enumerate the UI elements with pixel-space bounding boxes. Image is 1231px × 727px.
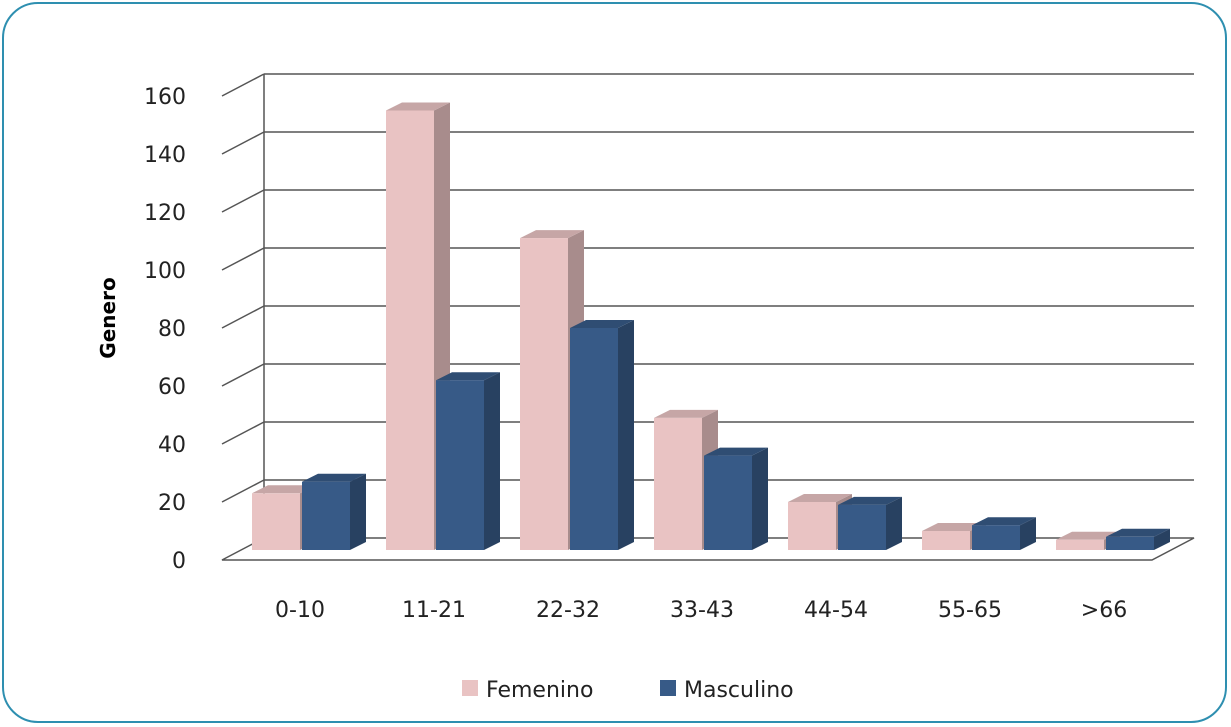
gridline-wall — [221, 421, 265, 445]
x-tick-label: 33-43 — [670, 598, 734, 623]
bar-side — [886, 496, 902, 550]
bar-top — [520, 230, 584, 239]
legend-swatch-masculino — [660, 680, 676, 696]
bar-front — [570, 328, 618, 550]
bar-top — [1106, 528, 1170, 537]
bar-top — [922, 523, 986, 531]
x-tick-label: 44-54 — [804, 598, 868, 623]
bar-masculino-22-32 — [570, 320, 634, 550]
bar-side — [618, 320, 634, 550]
x-tick-label: 22-32 — [536, 598, 600, 623]
bar-top — [1056, 531, 1120, 540]
bar-side — [350, 473, 366, 550]
bar-side — [484, 372, 500, 550]
x-tick-label: 55-65 — [938, 598, 1002, 623]
bar-masculino-11-21 — [436, 372, 500, 550]
bar-masculino-44-54 — [838, 496, 902, 550]
bar-side — [1020, 517, 1036, 550]
x-tick-label: >66 — [1081, 598, 1127, 623]
bar-front — [838, 504, 886, 550]
bar-front — [788, 502, 836, 550]
bar-front — [1106, 536, 1154, 550]
bar-front — [386, 110, 434, 550]
bar-masculino-55-65 — [972, 517, 1036, 550]
legend-swatch-femenino — [462, 680, 478, 696]
y-tick-label: 100 — [144, 259, 186, 284]
x-tick-label: 11-21 — [402, 598, 466, 623]
bar-front — [1056, 539, 1104, 550]
y-axis-ticks: 0 20 40 60 80 100 120 140 160 — [144, 85, 186, 574]
y-tick-label: 160 — [144, 85, 186, 110]
y-tick-label: 120 — [144, 201, 186, 226]
bar-top — [972, 517, 1036, 526]
bar-top — [788, 494, 852, 502]
x-axis-ticks: 0-10 11-21 22-32 33-43 44-54 55-65 >66 — [275, 598, 1127, 623]
legend-label-femenino: Femenino — [486, 678, 593, 703]
bar-front — [436, 380, 484, 550]
bar-front — [252, 493, 300, 550]
bar-top — [252, 485, 316, 494]
bar-masculino->66 — [1106, 528, 1170, 550]
bar-top — [654, 409, 718, 418]
bar-top — [838, 496, 902, 505]
gridline-wall — [221, 305, 265, 329]
y-axis-title: Genero — [96, 277, 120, 358]
bar-front — [972, 525, 1020, 550]
bar-front — [654, 417, 702, 550]
gridline-wall — [221, 73, 265, 97]
bar-front — [922, 531, 970, 550]
gridline-wall — [221, 131, 265, 155]
bar-side — [1154, 528, 1170, 550]
y-tick-label: 140 — [144, 143, 186, 168]
gridline-wall — [221, 363, 265, 387]
bars — [252, 102, 1170, 550]
bar-front — [520, 238, 568, 550]
bar-masculino-0-10 — [302, 473, 366, 550]
bar-top — [302, 473, 366, 482]
y-tick-label: 40 — [158, 433, 186, 458]
bar-front — [704, 455, 752, 550]
gridline-wall — [221, 189, 265, 213]
y-tick-label: 0 — [172, 549, 186, 574]
legend: Femenino Masculino — [462, 678, 794, 703]
bar-top — [570, 320, 634, 328]
bar-side — [752, 447, 768, 550]
gridline-wall — [221, 479, 265, 503]
bar-top — [704, 447, 768, 456]
y-tick-label: 80 — [158, 317, 186, 342]
legend-label-masculino: Masculino — [684, 678, 794, 703]
y-tick-label: 20 — [158, 491, 186, 516]
y-tick-label: 60 — [158, 375, 186, 400]
x-tick-label: 0-10 — [275, 598, 325, 623]
gridline-wall — [221, 247, 265, 271]
bar-top — [386, 102, 450, 111]
bar-top — [436, 372, 500, 381]
bar-front — [302, 481, 350, 550]
bar-masculino-33-43 — [704, 447, 768, 550]
